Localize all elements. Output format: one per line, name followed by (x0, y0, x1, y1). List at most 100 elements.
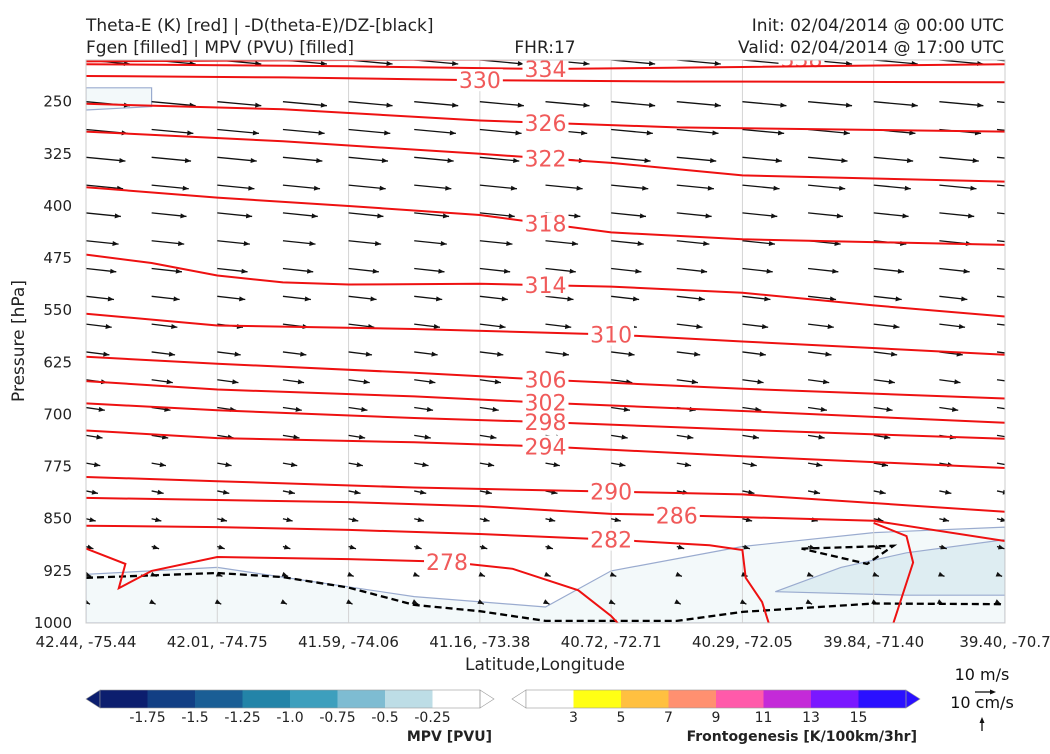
wind-vector-86 (808, 212, 843, 219)
wind-vector-244 (348, 517, 359, 523)
wind-vector-150 (86, 351, 110, 357)
mpv-colorbar-tip-right (479, 689, 495, 709)
wind-vector-71 (808, 184, 846, 191)
wind-vector-27 (873, 101, 918, 108)
wind-vector-55 (742, 156, 782, 163)
wind-vector-100 (742, 240, 776, 247)
wind-vector-24 (676, 101, 721, 108)
wind-vector-151 (151, 351, 176, 357)
wind-vector-226 (151, 489, 164, 495)
theta-e-label-bg-310 (588, 323, 635, 346)
wind-vector-135 (86, 323, 112, 329)
theta-e-label-bg-282 (588, 528, 635, 551)
wind-vector-278 (609, 571, 617, 578)
wind-vector-282 (872, 571, 880, 578)
fgen-colorbar-tick-3: 9 (712, 710, 721, 726)
wind-vector-294 (674, 599, 682, 605)
wind-vector-49 (348, 156, 389, 163)
wind-vector-153 (282, 351, 307, 357)
mpv-colorbar-swatch-0 (100, 690, 148, 708)
wind-vector-258 (282, 544, 291, 550)
wind-vector-88 (939, 212, 975, 219)
wind-vector-105 (86, 267, 117, 274)
wind-vector-248 (610, 517, 622, 523)
wind-vector-229 (348, 489, 361, 495)
wind-vector-28 (939, 101, 984, 108)
wind-vector-133 (939, 295, 968, 302)
plot-layer: 3383343303263223183143103063022982942902… (86, 60, 1005, 623)
y-tick-475: 475 (43, 249, 72, 267)
mpv-colorbar-tick-1: -1.5 (181, 710, 208, 726)
wind-vector-195 (86, 434, 103, 440)
theta-e-label-294: 294 (525, 435, 567, 460)
theta-e-label-318: 318 (525, 213, 567, 238)
y-tick-925: 925 (43, 562, 72, 580)
wind-vector-87 (873, 212, 909, 219)
wind-vector-211 (151, 462, 167, 468)
init-time: Init: 02/04/2014 @ 00:00 UTC (752, 16, 1004, 36)
wind-vector-140 (414, 323, 441, 329)
wind-vector-215 (414, 462, 429, 468)
wind-vector-46 (151, 156, 192, 163)
wind-vector-231 (479, 489, 492, 495)
wind-vector-108 (282, 267, 314, 274)
reference-vector-horizontal-label: 10 m/s (955, 665, 1010, 684)
wind-vector-117 (873, 267, 905, 274)
wind-vector-29 (996, 101, 1005, 104)
x-tick-4: 40.72, -72.71 (561, 633, 662, 651)
wind-vector-180 (86, 406, 105, 412)
wind-vector-255 (86, 544, 94, 550)
mpv-colorbar-tick-2: -1.25 (224, 710, 260, 726)
wind-vector-283 (938, 571, 945, 578)
wind-vector-228 (282, 489, 296, 495)
wind-vector-64 (348, 184, 386, 191)
theta-e-contour-326 (86, 102, 1005, 133)
wind-vector-154 (348, 351, 373, 357)
y-tick-325: 325 (43, 145, 72, 163)
wind-vector-198 (282, 434, 300, 440)
wind-vector-130 (742, 295, 771, 302)
theta-e-label-bg-326 (522, 111, 569, 134)
y-tick-850: 850 (43, 510, 72, 528)
mpv-colorbar-swatch-4 (290, 690, 338, 708)
fgen-colorbar-tick-1: 5 (617, 710, 626, 726)
wind-vector-194 (996, 406, 1005, 410)
wind-vector-259 (348, 544, 357, 550)
theta-e-label-330: 330 (459, 69, 501, 94)
wind-vector-58 (939, 156, 979, 163)
theta-e-contour-unlabeled-16 (873, 521, 915, 623)
wind-vector-284 (995, 571, 1003, 578)
wind-vector-94 (348, 240, 382, 247)
theta-e-label-286: 286 (656, 504, 698, 529)
wind-vector-157 (545, 351, 570, 357)
theta-e-label-bg-318 (522, 212, 569, 235)
wind-vector-78 (282, 212, 318, 219)
wind-vector-128 (611, 295, 640, 302)
wind-vector-183 (282, 406, 302, 412)
x-tick-5: 40.29, -72.05 (692, 633, 793, 651)
fgen-colorbar-tick-2: 7 (664, 710, 673, 726)
wind-vector-230 (414, 489, 427, 495)
wind-vector-199 (348, 434, 366, 440)
fgen-colorbar-swatch-6 (811, 690, 859, 708)
wind-vector-221 (807, 462, 823, 468)
wind-vector-54 (676, 156, 717, 163)
wind-vector-253 (939, 517, 950, 523)
wind-vector-148 (939, 323, 966, 329)
wind-vector-276 (478, 571, 486, 578)
x-tick-1: 42.01, -74.75 (167, 633, 268, 651)
wind-vector-127 (545, 295, 574, 302)
wind-vector-210 (86, 462, 101, 468)
wind-vector-44 (996, 128, 1005, 131)
theta-e-label-298: 298 (525, 411, 567, 436)
mpv-colorbar: -1.75 -1.5 -1.25 -1.0 -0.75 -0.5 -0.25 (85, 689, 495, 726)
wind-vector-247 (545, 517, 556, 523)
wind-vector-35 (414, 128, 456, 136)
wind-vector-122 (217, 295, 246, 302)
wind-vector-59 (996, 156, 1005, 159)
wind-vector-48 (282, 156, 323, 163)
wind-vector-174 (676, 379, 699, 385)
stability-contours-layer (86, 544, 1005, 623)
wind-vector-68 (611, 184, 649, 191)
wind-vector-131 (807, 295, 837, 302)
